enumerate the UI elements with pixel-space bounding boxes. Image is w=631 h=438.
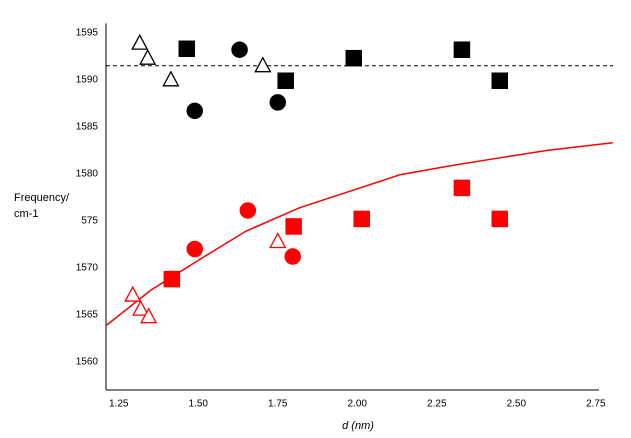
square-marker <box>453 179 471 197</box>
x-tick-label: 1.75 <box>268 399 288 410</box>
circle-marker <box>231 41 248 58</box>
y-tick-label: 1565 <box>76 309 99 320</box>
square-marker <box>353 210 370 228</box>
square-marker <box>178 40 196 58</box>
fit-curve <box>106 142 613 326</box>
x-tick-label: 1.25 <box>109 399 129 410</box>
circle-marker <box>186 240 203 258</box>
triangle-marker <box>162 70 180 87</box>
circle-marker <box>186 102 203 120</box>
square-marker <box>285 218 302 235</box>
triangle-marker <box>140 307 158 324</box>
x-tick-label: 1.50 <box>189 399 209 410</box>
y-tick-label: 1595 <box>76 27 99 38</box>
square-marker <box>491 210 509 228</box>
y-tick-label: 1590 <box>76 74 99 85</box>
triangle-marker <box>124 285 142 302</box>
y-tick-label: 575 <box>81 215 98 226</box>
x-tick-label: 2.50 <box>507 399 527 410</box>
square-marker <box>491 72 509 89</box>
y-tick-label: 1585 <box>76 121 99 132</box>
circle-marker <box>284 248 301 265</box>
triangle-marker <box>254 56 272 73</box>
y-tick-label: 1570 <box>76 262 99 273</box>
square-marker <box>345 49 363 67</box>
triangle-marker <box>139 48 157 65</box>
triangle-marker <box>132 299 150 316</box>
x-axis-label: d (nm) <box>342 420 374 432</box>
y-tick-label: 1580 <box>76 168 99 179</box>
x-tick-label: 2.75 <box>586 399 606 410</box>
triangle-marker <box>269 232 287 249</box>
circle-marker <box>269 94 287 111</box>
square-marker <box>453 41 471 58</box>
y-axis-label: Frequency/ <box>14 192 70 204</box>
circle-marker <box>239 202 257 219</box>
x-tick-label: 2.00 <box>348 399 368 410</box>
square-marker <box>163 270 181 288</box>
square-marker <box>277 72 294 89</box>
y-tick-label: 1560 <box>76 356 99 367</box>
y-axis-label: cm-1 <box>14 208 38 220</box>
triangle-marker <box>131 33 149 50</box>
x-tick-label: 2.25 <box>427 399 447 410</box>
